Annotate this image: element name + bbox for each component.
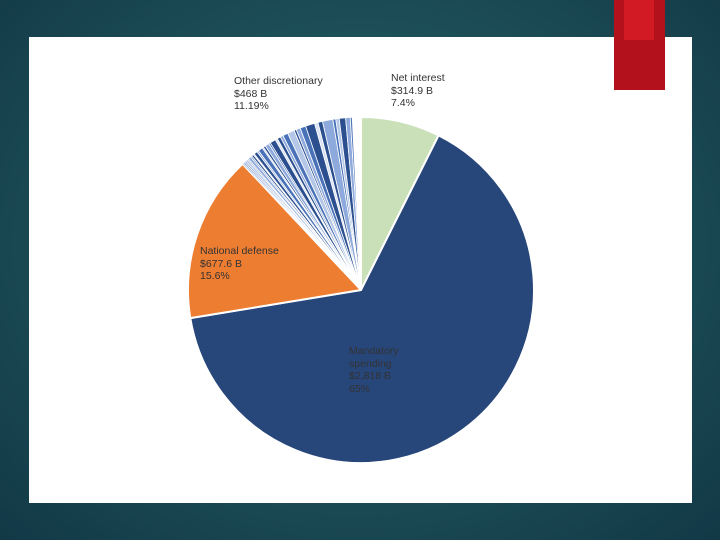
label-mandatory-line2: spending xyxy=(349,357,392,370)
pie-slice-mandatory xyxy=(189,134,535,464)
label-defense-amount: $677.6 B xyxy=(200,257,243,270)
label-other-percent: 11.19% xyxy=(234,100,269,112)
label-mandatory-spending: Mandatory spending $2,818 B 65% xyxy=(349,345,399,395)
label-net-interest-name: Net interest xyxy=(391,72,445,84)
label-defense-percent: 15.6% xyxy=(200,270,230,282)
corner-accent-tab xyxy=(614,0,665,90)
label-mandatory-line1: Mandatory xyxy=(349,345,399,357)
label-national-defense: National defense $677.6 B 15.6% xyxy=(200,245,279,283)
label-other-amount: $468 B xyxy=(234,87,268,100)
label-net-interest: Net interest $314.9 B 7.4% xyxy=(391,72,445,110)
label-net-interest-amount: $314.9 B xyxy=(391,84,434,97)
label-other-discretionary: Other discretionary $468 B 11.19% xyxy=(234,75,323,113)
label-mandatory-amount: $2,818 B xyxy=(349,370,392,382)
label-mandatory-percent: 65% xyxy=(349,382,371,395)
pie-slice-defense xyxy=(187,162,362,320)
corner-accent-notch xyxy=(624,0,654,40)
label-net-interest-percent: 7.4% xyxy=(391,97,415,109)
label-defense-name: National defense xyxy=(200,245,279,257)
pie-slice-other-discretionary-part xyxy=(349,116,362,291)
label-other-name: Other discretionary xyxy=(234,75,323,87)
